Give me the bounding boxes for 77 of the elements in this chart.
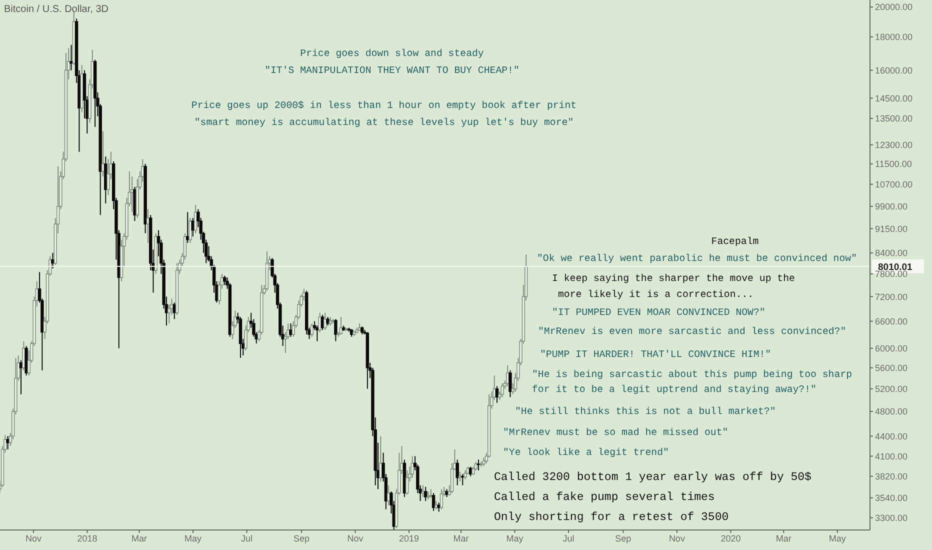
- annotation: "MrRenev is even more sarcastic and less convinced?": [538, 326, 846, 337]
- y-tick-label: 4400.00: [875, 431, 908, 442]
- candlestick: [456, 459, 459, 486]
- y-tick-label: 11500.00: [875, 159, 912, 170]
- x-tick-label: Sep: [293, 533, 310, 544]
- y-tick-label: 18000.00: [875, 32, 913, 42]
- y-tick-label: 5200.00: [875, 384, 908, 394]
- annotation: Price goes up 2000$ in less than 1 hour on empty book after print: [191, 100, 577, 111]
- y-tick-label: 4800.00: [875, 406, 908, 417]
- candlestick: [440, 488, 444, 510]
- y-tick-label: 9900.00: [875, 202, 908, 212]
- chart-title: Bitcoin / U.S. Dollar, 3D: [4, 4, 108, 15]
- x-tick-label: Mar: [453, 533, 469, 544]
- y-tick-label: 16000.00: [875, 65, 913, 76]
- x-tick-label: 2018: [77, 533, 98, 544]
- annotation: "He still thinks this is not a bull market?": [515, 406, 776, 417]
- annotation: more likely it is a correction...: [558, 289, 754, 300]
- y-tick-label: 3820.00: [875, 471, 908, 482]
- candlestick: [6, 436, 10, 450]
- y-tick-label: 10700.00: [875, 179, 913, 190]
- candlestick: [289, 322, 292, 338]
- candlestick: [188, 218, 192, 244]
- y-tick-label: 14500.00: [875, 93, 913, 104]
- candlestick: [334, 318, 338, 342]
- candlestick: [500, 382, 504, 398]
- annotation: Called a fake pump several times: [494, 491, 715, 504]
- x-tick-label: Nov: [347, 533, 364, 544]
- y-tick-label: 4100.00: [875, 451, 908, 462]
- x-tick-label: May: [828, 533, 846, 544]
- x-tick-label: Mar: [776, 533, 792, 544]
- candlestick: [70, 44, 73, 71]
- annotation: "PUMP IT HARDER! THAT'LL CONVINCE HIM!": [540, 349, 772, 360]
- x-tick-label: May: [184, 533, 202, 544]
- candlestick: [508, 370, 512, 398]
- y-tick-label: 8400.00: [875, 248, 908, 258]
- x-tick-label: Mar: [132, 533, 148, 544]
- annotation: "IT PUMPED EVEN MOAR CONVINCED NOW?": [552, 307, 766, 318]
- annotation: "IT'S MANIPULATION THEY WANT TO BUY CHEAP!": [264, 65, 520, 76]
- candlestick: [223, 275, 226, 286]
- candlestick: [424, 486, 428, 502]
- candlestick: [51, 252, 54, 269]
- annotation: Called 3200 bottom 1 year early was off by 50$: [494, 471, 812, 484]
- x-tick-label: Jul: [562, 533, 574, 544]
- y-tick-label: 9150.00: [875, 224, 908, 234]
- annotation: Price goes down slow and steady: [300, 48, 484, 59]
- annotation: "He is being sarcastic about this pump being too sharp: [532, 369, 852, 380]
- x-tick-label: Nov: [25, 533, 42, 544]
- y-tick-label: 6000.00: [875, 343, 908, 354]
- y-tick-label: 20000.00: [875, 2, 913, 12]
- candlestick: [318, 312, 322, 333]
- candlestick: [310, 322, 314, 338]
- annotation: "MrRenev must be so mad he missed out": [503, 427, 728, 438]
- x-tick-label: Jul: [241, 533, 253, 544]
- annotation: I keep saying the sharper the move up the: [552, 273, 796, 284]
- annotation: for it to be a legit uptrend and staying away?!": [532, 384, 816, 395]
- x-tick-label: 2020: [720, 533, 741, 544]
- candlestick: [437, 502, 440, 512]
- annotation: Only shorting for a retest of 3500: [494, 511, 729, 524]
- x-tick-label: 2019: [398, 533, 420, 544]
- x-tick-label: Nov: [668, 533, 686, 544]
- y-tick-label: 3300.00: [875, 512, 908, 523]
- y-tick-label: 12300.00: [875, 140, 913, 150]
- y-tick-label: 3540.00: [875, 493, 908, 504]
- y-tick-label: 6600.00: [875, 316, 908, 326]
- annotation: Facepalm: [711, 236, 759, 247]
- annotation: "smart money is accumulating at these levels yup let's buy more": [194, 117, 574, 128]
- candlestick: [406, 470, 409, 496]
- y-tick-label: 7800.00: [875, 269, 908, 280]
- candlestick: [432, 492, 436, 512]
- annotation: "Ok we really went parabolic he must be convinced now": [537, 253, 858, 264]
- x-tick-label: May: [506, 533, 524, 544]
- y-tick-label: 13500.00: [875, 114, 913, 124]
- annotation: "Ye look like a legit trend": [503, 447, 669, 458]
- candlestick: [130, 176, 134, 213]
- y-tick-label: 7200.00: [875, 292, 908, 302]
- y-tick-label: 5600.00: [875, 363, 908, 374]
- x-tick-label: Sep: [615, 533, 632, 544]
